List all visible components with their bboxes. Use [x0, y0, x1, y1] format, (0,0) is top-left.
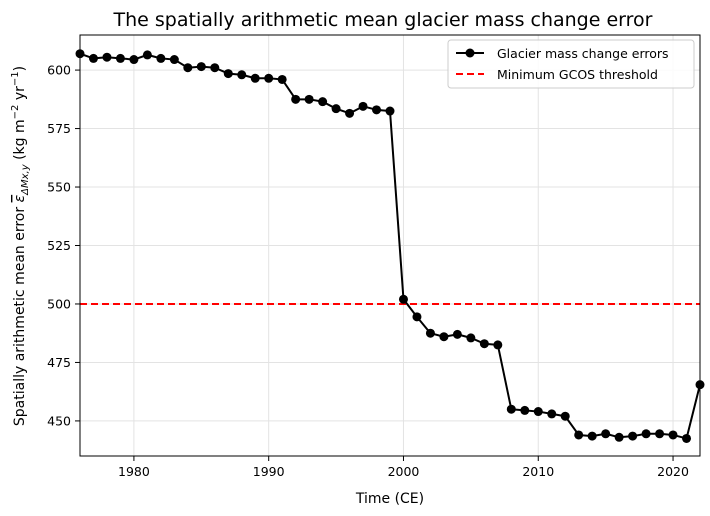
x-tick-label: 2000 — [388, 464, 420, 479]
x-tick-label: 2010 — [522, 464, 554, 479]
data-point — [601, 429, 611, 439]
data-point — [398, 294, 408, 304]
data-point — [277, 74, 287, 84]
data-point — [183, 63, 193, 73]
data-point — [520, 405, 530, 415]
data-point — [560, 411, 570, 421]
y-axis-label-units-close: ) — [12, 66, 28, 71]
y-axis-label-units-mid: yr — [12, 86, 28, 105]
x-tick-label: 1980 — [118, 464, 150, 479]
y-tick-label: 500 — [47, 296, 71, 311]
data-point — [169, 55, 179, 65]
y-axis-label-units-exp2: −1 — [10, 71, 21, 86]
y-axis-label-subscript: ΔMx,y — [20, 163, 31, 196]
data-point — [237, 70, 247, 80]
legend-box — [447, 39, 695, 89]
data-point — [682, 433, 692, 443]
data-point — [264, 73, 274, 83]
data-point — [493, 340, 503, 350]
x-axis-ticks: 1980 1990 2000 2010 2020 — [118, 456, 689, 479]
data-point — [250, 73, 260, 83]
legend-series-marker — [465, 48, 475, 58]
y-tick-label: 600 — [47, 63, 71, 78]
data-point — [506, 404, 516, 414]
y-tick-label: 525 — [47, 238, 71, 253]
y-axis-label-main: Spatially arithmetic mean error — [12, 202, 28, 426]
data-point — [466, 333, 476, 343]
legend-series-label: Glacier mass change errors — [497, 46, 669, 61]
data-point — [331, 104, 341, 114]
y-axis-ticks: 450 475 500 525 550 575 600 — [47, 63, 80, 428]
data-point — [533, 407, 543, 417]
data-point — [412, 312, 422, 322]
y-tick-label: 475 — [47, 355, 71, 370]
data-point — [587, 431, 597, 441]
grid — [80, 35, 700, 456]
data-point — [304, 94, 314, 104]
data-point — [547, 409, 557, 419]
data-point — [129, 55, 139, 65]
data-point — [452, 329, 462, 339]
y-tick-label: 550 — [47, 180, 71, 195]
y-axis-label-units-exp1: −2 — [10, 105, 21, 120]
legend-threshold-label: Minimum GCOS threshold — [497, 67, 658, 82]
data-point — [655, 429, 665, 439]
data-point — [156, 53, 166, 63]
data-point — [291, 94, 301, 104]
data-point — [439, 332, 449, 342]
y-tick-label: 575 — [47, 121, 71, 136]
data-point — [318, 97, 328, 107]
data-point — [425, 328, 435, 338]
data-point — [196, 62, 206, 72]
data-point — [88, 53, 98, 63]
chart-title: The spatially arithmetic mean glacier ma… — [113, 9, 653, 31]
data-point — [102, 52, 112, 62]
data-point — [210, 63, 220, 73]
data-point — [142, 50, 152, 60]
y-axis-label-symbol: ε — [12, 194, 28, 202]
x-tick-label: 1990 — [253, 464, 285, 479]
data-point — [115, 53, 125, 63]
data-point — [641, 429, 651, 439]
x-axis-label: Time (CE) — [355, 491, 424, 507]
data-point — [668, 430, 678, 440]
y-axis-label: Spatially arithmetic mean error εΔMx,y (… — [10, 66, 31, 426]
data-point — [385, 106, 395, 116]
series-layer — [75, 49, 705, 443]
x-tick-label: 2020 — [657, 464, 689, 479]
data-point — [628, 431, 638, 441]
data-point — [479, 339, 489, 349]
data-point — [574, 430, 584, 440]
data-point — [372, 105, 382, 115]
y-axis-label-units-open: (kg m — [12, 119, 28, 164]
data-point — [614, 432, 624, 442]
data-point — [358, 101, 368, 111]
legend: Glacier mass change errors Minimum GCOS … — [447, 39, 695, 89]
data-point — [223, 69, 233, 79]
data-point — [345, 108, 355, 118]
y-tick-label: 450 — [47, 413, 71, 428]
